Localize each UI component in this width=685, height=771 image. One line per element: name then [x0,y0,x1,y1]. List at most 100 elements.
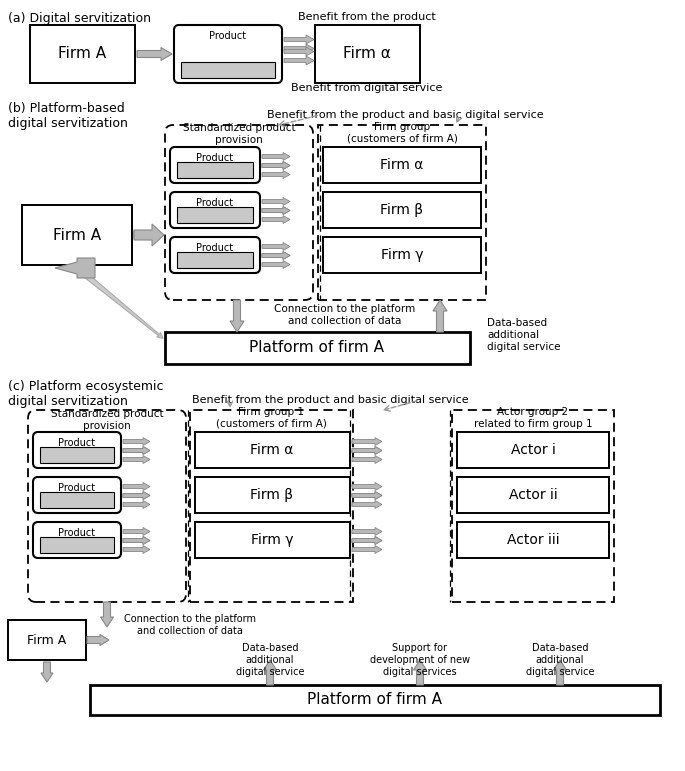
Text: Sensor: Sensor [60,540,94,550]
FancyArrow shape [262,251,290,260]
Text: Sensor: Sensor [199,255,232,265]
Bar [90,685,660,715]
Polygon shape [134,224,164,246]
Text: Standardized product
provision: Standardized product provision [183,123,295,145]
FancyArrow shape [262,153,290,160]
FancyArrow shape [123,537,150,544]
Bar [315,25,420,83]
FancyArrow shape [352,537,382,544]
Text: Product: Product [58,528,96,538]
FancyArrow shape [134,228,164,241]
FancyArrow shape [352,546,382,554]
Text: Firm α: Firm α [250,443,294,457]
Bar [177,162,253,178]
FancyArrow shape [352,537,382,544]
Bar [190,410,353,602]
Text: Connection to the platform
and collection of data: Connection to the platform and collectio… [275,305,416,326]
FancyArrow shape [262,197,290,206]
Text: Actor ii: Actor ii [509,488,558,502]
Text: Firm α: Firm α [380,158,424,172]
Bar [40,447,114,463]
Text: Product: Product [197,153,234,163]
Text: Support for
development of new
digital services: Support for development of new digital s… [370,644,470,677]
FancyArrow shape [262,207,290,214]
Text: Data-based
additional
digital service: Data-based additional digital service [487,318,560,352]
FancyArrow shape [433,300,447,332]
Polygon shape [55,258,95,278]
FancyArrow shape [262,207,290,214]
FancyArrow shape [101,602,114,627]
Text: Benefit from the product and basic digital service: Benefit from the product and basic digit… [192,395,469,405]
Bar [323,237,481,273]
Text: Product: Product [197,198,234,208]
Bar [22,205,132,265]
FancyArrow shape [87,635,109,645]
FancyArrow shape [123,456,150,463]
Bar [195,432,350,468]
Text: Sensor: Sensor [199,210,232,220]
FancyArrow shape [352,456,382,463]
FancyArrow shape [123,446,150,454]
FancyBboxPatch shape [33,432,121,468]
FancyBboxPatch shape [174,25,282,83]
Bar [457,477,609,513]
FancyArrow shape [123,446,150,454]
FancyArrow shape [352,527,382,536]
Text: Benefit from the product: Benefit from the product [298,12,436,22]
FancyArrow shape [284,35,314,44]
FancyArrow shape [284,44,314,53]
Text: Product: Product [58,483,96,493]
Text: Sensor: Sensor [211,65,245,75]
Bar [457,522,609,558]
FancyArrow shape [262,170,290,179]
FancyBboxPatch shape [33,477,121,513]
FancyArrow shape [262,243,290,251]
Text: (b) Platform-based
digital servitization: (b) Platform-based digital servitization [8,102,128,130]
Bar [40,492,114,508]
Text: Sensor: Sensor [199,165,232,175]
Bar [323,192,481,228]
FancyArrow shape [123,527,150,536]
FancyBboxPatch shape [170,192,260,228]
Text: Actor i: Actor i [510,443,556,457]
FancyArrow shape [41,662,53,682]
Bar [8,620,86,660]
FancyArrow shape [262,161,290,170]
Text: Firm A: Firm A [58,46,106,62]
Text: Platform of firm A: Platform of firm A [249,341,384,355]
Text: Product: Product [210,31,247,41]
FancyArrow shape [230,300,244,332]
Text: Product: Product [58,438,96,448]
FancyBboxPatch shape [170,237,260,273]
FancyArrow shape [352,446,382,454]
Bar [177,252,253,268]
Text: Actor iii: Actor iii [507,533,560,547]
Text: Firm β: Firm β [380,203,423,217]
FancyArrow shape [123,500,150,509]
Text: Data-based
additional
digital service: Data-based additional digital service [236,644,304,677]
Text: Firm group 1
(customers of firm A): Firm group 1 (customers of firm A) [216,407,327,429]
Text: Firm γ: Firm γ [381,248,423,262]
FancyArrow shape [123,483,150,490]
FancyArrow shape [264,660,277,685]
FancyArrow shape [123,546,150,554]
Text: Benefit from the product and basic digital service: Benefit from the product and basic digit… [266,110,543,120]
Bar [452,410,614,602]
FancyBboxPatch shape [33,522,121,558]
FancyArrow shape [262,161,290,170]
FancyArrow shape [284,47,314,56]
Text: Platform of firm A: Platform of firm A [308,692,443,708]
FancyArrow shape [352,483,382,490]
FancyArrow shape [352,446,382,454]
Text: Firm A: Firm A [53,227,101,243]
FancyArrow shape [123,491,150,500]
Bar [195,477,350,513]
Text: Firm α: Firm α [343,46,391,62]
Text: Sensor: Sensor [60,450,94,460]
FancyBboxPatch shape [170,147,260,183]
FancyArrow shape [352,500,382,509]
FancyArrow shape [123,537,150,544]
Bar [40,537,114,553]
FancyArrow shape [123,491,150,500]
Text: Sensor: Sensor [60,495,94,505]
